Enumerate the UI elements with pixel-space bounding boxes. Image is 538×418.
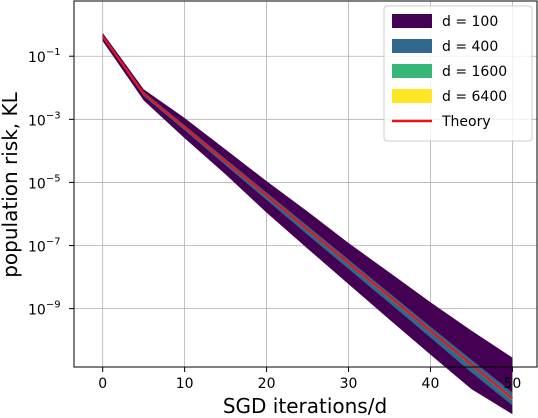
- y-tick-label: 10−5: [28, 173, 61, 192]
- legend-label-d-1600: d = 1600: [442, 64, 507, 80]
- y-tick-label: 10−9: [28, 300, 61, 319]
- legend-swatch-d-400: [392, 39, 432, 53]
- y-tick-base: 10: [28, 303, 46, 319]
- y-tick-exponent: −3: [46, 110, 61, 121]
- legend-label-d-6400: d = 6400: [442, 89, 507, 105]
- y-tick-label: 10−1: [28, 47, 61, 66]
- legend-swatch-d-100: [392, 14, 432, 28]
- y-tick-exponent: −9: [46, 300, 61, 311]
- legend-label-theory: Theory: [441, 114, 491, 130]
- y-tick-label: 10−7: [28, 237, 61, 256]
- x-tick-label: 10: [176, 376, 194, 392]
- y-tick-base: 10: [28, 50, 46, 66]
- legend-items: d = 100 d = 400 d = 1600 d = 6400 Theory: [392, 14, 507, 130]
- y-tick-base: 10: [28, 113, 46, 129]
- legend-swatch-d-1600: [392, 64, 432, 78]
- x-tick-label: 20: [258, 376, 276, 392]
- y-tick-label: 10−3: [28, 110, 61, 129]
- series-lines: [101, 35, 514, 400]
- legend: d = 100 d = 400 d = 1600 d = 6400 Theory: [383, 5, 533, 142]
- y-axis-ticks: 10−110−310−510−710−9: [28, 47, 74, 319]
- line-theory: [101, 35, 514, 400]
- x-tick-label: 0: [98, 376, 107, 392]
- y-tick-base: 10: [28, 240, 46, 256]
- x-axis-label: SGD iterations/d: [223, 394, 387, 418]
- x-tick-label: 50: [504, 376, 522, 392]
- y-tick-exponent: −5: [46, 173, 61, 184]
- legend-swatch-d-6400: [392, 89, 432, 103]
- x-tick-label: 30: [340, 376, 358, 392]
- legend-label-d-400: d = 400: [442, 39, 498, 55]
- x-tick-label: 40: [422, 376, 440, 392]
- legend-label-d-100: d = 100: [442, 14, 498, 30]
- y-tick-exponent: −7: [46, 237, 61, 248]
- y-tick-base: 10: [28, 176, 46, 192]
- y-tick-exponent: −1: [46, 47, 61, 58]
- y-axis-label: population risk, KL: [0, 91, 22, 277]
- plot-frame: [73, 0, 538, 368]
- x-axis-ticks: 0 10 20 30 40 50: [98, 367, 521, 392]
